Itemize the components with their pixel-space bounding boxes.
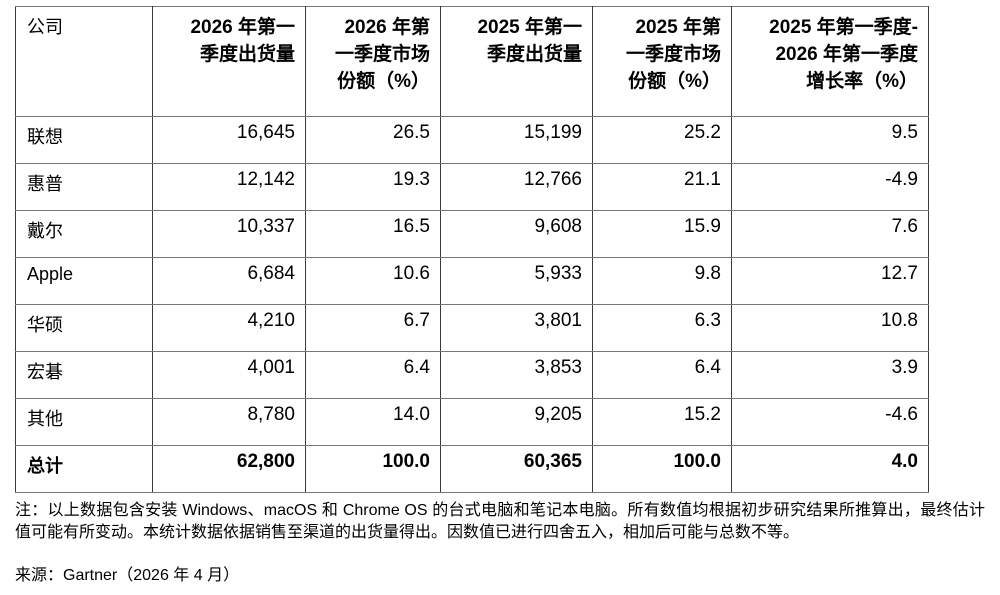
table-cell: 3,801 [440, 304, 593, 352]
table-cell: 4.0 [731, 445, 929, 493]
table-cell: 12,142 [152, 163, 306, 211]
column-header-2025q1-shipments: 2025 年第一 季度出货量 [440, 6, 593, 117]
table-cell: 26.5 [305, 116, 441, 164]
table-cell: 10.8 [731, 304, 929, 352]
table-cell: 60,365 [440, 445, 593, 493]
table-cell: 6.4 [305, 351, 441, 399]
table-cell: 12,766 [440, 163, 593, 211]
table-cell: 6.7 [305, 304, 441, 352]
table-cell: 6.3 [592, 304, 732, 352]
table-cell: 10,337 [152, 210, 306, 258]
table-cell: 9,608 [440, 210, 593, 258]
table-cell: 5,933 [440, 257, 593, 305]
table-cell: 15.9 [592, 210, 732, 258]
company-name-cell: 总计 [15, 445, 153, 493]
table-cell: 6,684 [152, 257, 306, 305]
table-cell: 3,853 [440, 351, 593, 399]
column-header-2026q1-shipments: 2026 年第一 季度出货量 [152, 6, 306, 117]
table-row-apple: Apple 6,684 10.6 5,933 9.8 12.7 [15, 257, 929, 305]
column-header-growth-rate: 2025 年第一季度- 2026 年第一季度 增长率（%） [731, 6, 929, 117]
table-cell: -4.6 [731, 398, 929, 446]
column-header-2025q1-share: 2025 年第 一季度市场 份额（%） [592, 6, 732, 117]
table-cell: 100.0 [305, 445, 441, 493]
table-cell: 15,199 [440, 116, 593, 164]
table-cell: 21.1 [592, 163, 732, 211]
column-header-2026q1-share: 2026 年第 一季度市场 份额（%） [305, 6, 441, 117]
table-cell: 15.2 [592, 398, 732, 446]
table-cell: 100.0 [592, 445, 732, 493]
column-header-company: 公司 [15, 6, 153, 117]
company-name-cell: 其他 [15, 398, 153, 446]
company-name-cell: 联想 [15, 116, 153, 164]
table-cell: 16.5 [305, 210, 441, 258]
company-name-cell: 戴尔 [15, 210, 153, 258]
pc-shipments-table: 公司 2026 年第一 季度出货量 2026 年第 一季度市场 份额（%） 20… [15, 6, 929, 493]
table-row-acer: 宏碁 4,001 6.4 3,853 6.4 3.9 [15, 351, 929, 399]
table-cell: 62,800 [152, 445, 306, 493]
company-name-cell: 华硕 [15, 304, 153, 352]
table-cell: -4.9 [731, 163, 929, 211]
table-row-hp: 惠普 12,142 19.3 12,766 21.1 -4.9 [15, 163, 929, 211]
table-cell: 12.7 [731, 257, 929, 305]
table-cell: 14.0 [305, 398, 441, 446]
table-row-others: 其他 8,780 14.0 9,205 15.2 -4.6 [15, 398, 929, 446]
company-name-cell: 惠普 [15, 163, 153, 211]
table-row-total: 总计 62,800 100.0 60,365 100.0 4.0 [15, 445, 929, 493]
table-cell: 4,001 [152, 351, 306, 399]
table-cell: 9.8 [592, 257, 732, 305]
footnote: 注：以上数据包含安装 Windows、macOS 和 Chrome OS 的台式… [15, 502, 985, 541]
table-cell: 6.4 [592, 351, 732, 399]
table-cell: 4,210 [152, 304, 306, 352]
company-name-cell: 宏碁 [15, 351, 153, 399]
header-row: 公司 2026 年第一 季度出货量 2026 年第 一季度市场 份额（%） 20… [15, 6, 929, 117]
table-row-asus: 华硕 4,210 6.7 3,801 6.3 10.8 [15, 304, 929, 352]
table-row-lenovo: 联想 16,645 26.5 15,199 25.2 9.5 [15, 116, 929, 164]
table-cell: 16,645 [152, 116, 306, 164]
table-cell: 9.5 [731, 116, 929, 164]
table-row-dell: 戴尔 10,337 16.5 9,608 15.9 7.6 [15, 210, 929, 258]
table-cell: 25.2 [592, 116, 732, 164]
table-cell: 7.6 [731, 210, 929, 258]
table-cell: 19.3 [305, 163, 441, 211]
table-cell: 10.6 [305, 257, 441, 305]
table-cell: 8,780 [152, 398, 306, 446]
company-name-cell: Apple [15, 257, 153, 305]
table-cell: 9,205 [440, 398, 593, 446]
table-cell: 3.9 [731, 351, 929, 399]
source-line: 来源：Gartner（2026 年 4 月） [15, 567, 240, 584]
